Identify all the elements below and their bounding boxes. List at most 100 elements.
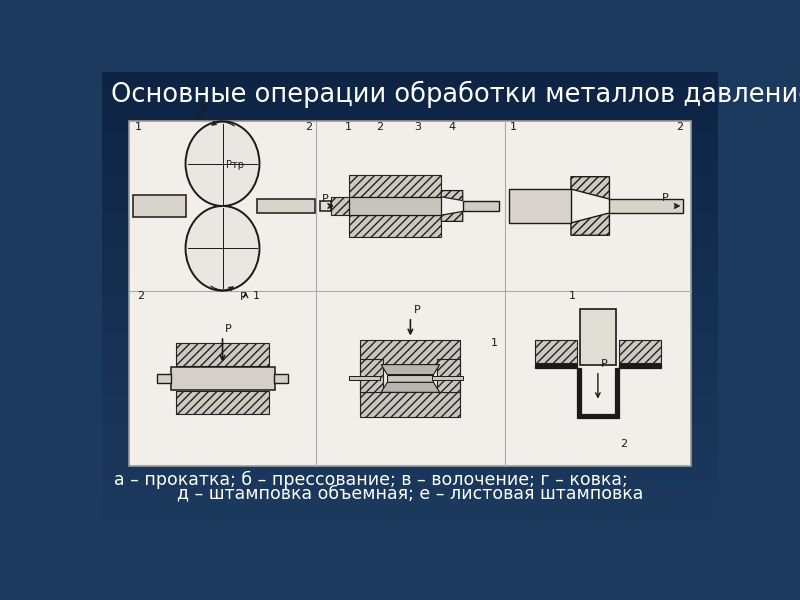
Bar [102, 457, 718, 464]
Text: 1: 1 [510, 122, 516, 132]
Bar [580, 309, 616, 365]
Bar [618, 364, 661, 368]
Ellipse shape [186, 206, 259, 290]
Bar [360, 392, 461, 417]
Bar [102, 180, 718, 187]
Bar [102, 380, 718, 388]
Bar [102, 319, 718, 326]
Bar [360, 359, 383, 392]
Bar [102, 211, 718, 218]
Ellipse shape [186, 121, 259, 206]
Bar [102, 334, 718, 341]
Text: Основные операции обработки металлов давлением: Основные операции обработки металлов дав… [111, 81, 800, 109]
Bar [102, 349, 718, 357]
Bar [102, 118, 718, 126]
Bar [102, 357, 718, 365]
Bar [331, 197, 353, 215]
Bar [102, 195, 718, 203]
Bar [102, 103, 718, 110]
Polygon shape [387, 374, 434, 382]
Polygon shape [381, 382, 440, 392]
Text: 1: 1 [570, 292, 576, 301]
Text: 1: 1 [135, 122, 142, 132]
Bar [102, 372, 718, 380]
Bar [577, 414, 619, 418]
Bar [102, 134, 718, 141]
Bar [102, 241, 718, 249]
Bar [610, 199, 683, 213]
Text: 3: 3 [414, 122, 421, 132]
Bar [176, 391, 269, 414]
Bar [102, 488, 718, 496]
Bar [102, 172, 718, 180]
Bar [102, 295, 718, 303]
Bar [102, 203, 718, 211]
Text: Р: Р [239, 292, 246, 302]
Bar [102, 218, 718, 226]
Bar [618, 340, 661, 363]
Bar [102, 403, 718, 411]
Text: 1: 1 [491, 338, 498, 347]
Polygon shape [571, 177, 610, 199]
Bar [102, 149, 718, 157]
Bar [102, 110, 718, 118]
Bar [102, 72, 718, 80]
Bar [102, 442, 718, 449]
Bar [102, 233, 718, 241]
Bar [102, 280, 718, 287]
Text: Р: Р [601, 359, 608, 369]
Bar [102, 226, 718, 233]
Polygon shape [571, 213, 610, 235]
Polygon shape [441, 211, 462, 221]
Bar [102, 257, 718, 265]
Text: Р: Р [225, 324, 231, 334]
Bar [102, 272, 718, 280]
Text: 2: 2 [137, 292, 144, 301]
Text: д – штамповка объемная; е – листовая штамповка: д – штамповка объемная; е – листовая шта… [177, 484, 643, 502]
Bar [509, 189, 571, 223]
Text: 2: 2 [377, 122, 383, 132]
Bar [102, 326, 718, 334]
Bar [102, 496, 718, 503]
Bar [102, 449, 718, 457]
Bar [102, 365, 718, 372]
Bar [577, 368, 581, 414]
Bar [462, 202, 498, 211]
Text: 2: 2 [306, 122, 313, 132]
Bar [102, 518, 718, 526]
Bar [102, 464, 718, 472]
Bar [102, 411, 718, 419]
Bar [102, 503, 718, 511]
Bar [176, 343, 269, 366]
Bar [102, 287, 718, 295]
Polygon shape [381, 365, 440, 374]
Bar [171, 367, 275, 390]
Bar [102, 341, 718, 349]
Bar [349, 215, 441, 237]
Text: Р: Р [414, 305, 420, 316]
Bar [102, 164, 718, 172]
Text: а – прокатка; б – прессование; в – волочение; г – ковка;: а – прокатка; б – прессование; в – волоч… [114, 471, 627, 489]
Text: Ртр: Ртр [226, 160, 244, 170]
Bar [349, 175, 441, 197]
Bar [102, 157, 718, 164]
Bar [102, 88, 718, 95]
Bar [349, 197, 441, 215]
Text: 1: 1 [254, 292, 260, 301]
Bar [432, 376, 462, 380]
Bar [274, 374, 288, 383]
Text: 1: 1 [344, 122, 351, 132]
Bar [102, 303, 718, 311]
Bar [320, 200, 331, 211]
Polygon shape [441, 191, 462, 200]
Bar [157, 374, 171, 383]
Bar [102, 265, 718, 272]
Bar [102, 141, 718, 149]
Bar [102, 434, 718, 442]
Bar [102, 187, 718, 195]
Bar [102, 126, 718, 134]
Bar [534, 364, 577, 368]
Bar [102, 80, 718, 88]
Bar [360, 365, 383, 398]
Bar [438, 365, 461, 398]
